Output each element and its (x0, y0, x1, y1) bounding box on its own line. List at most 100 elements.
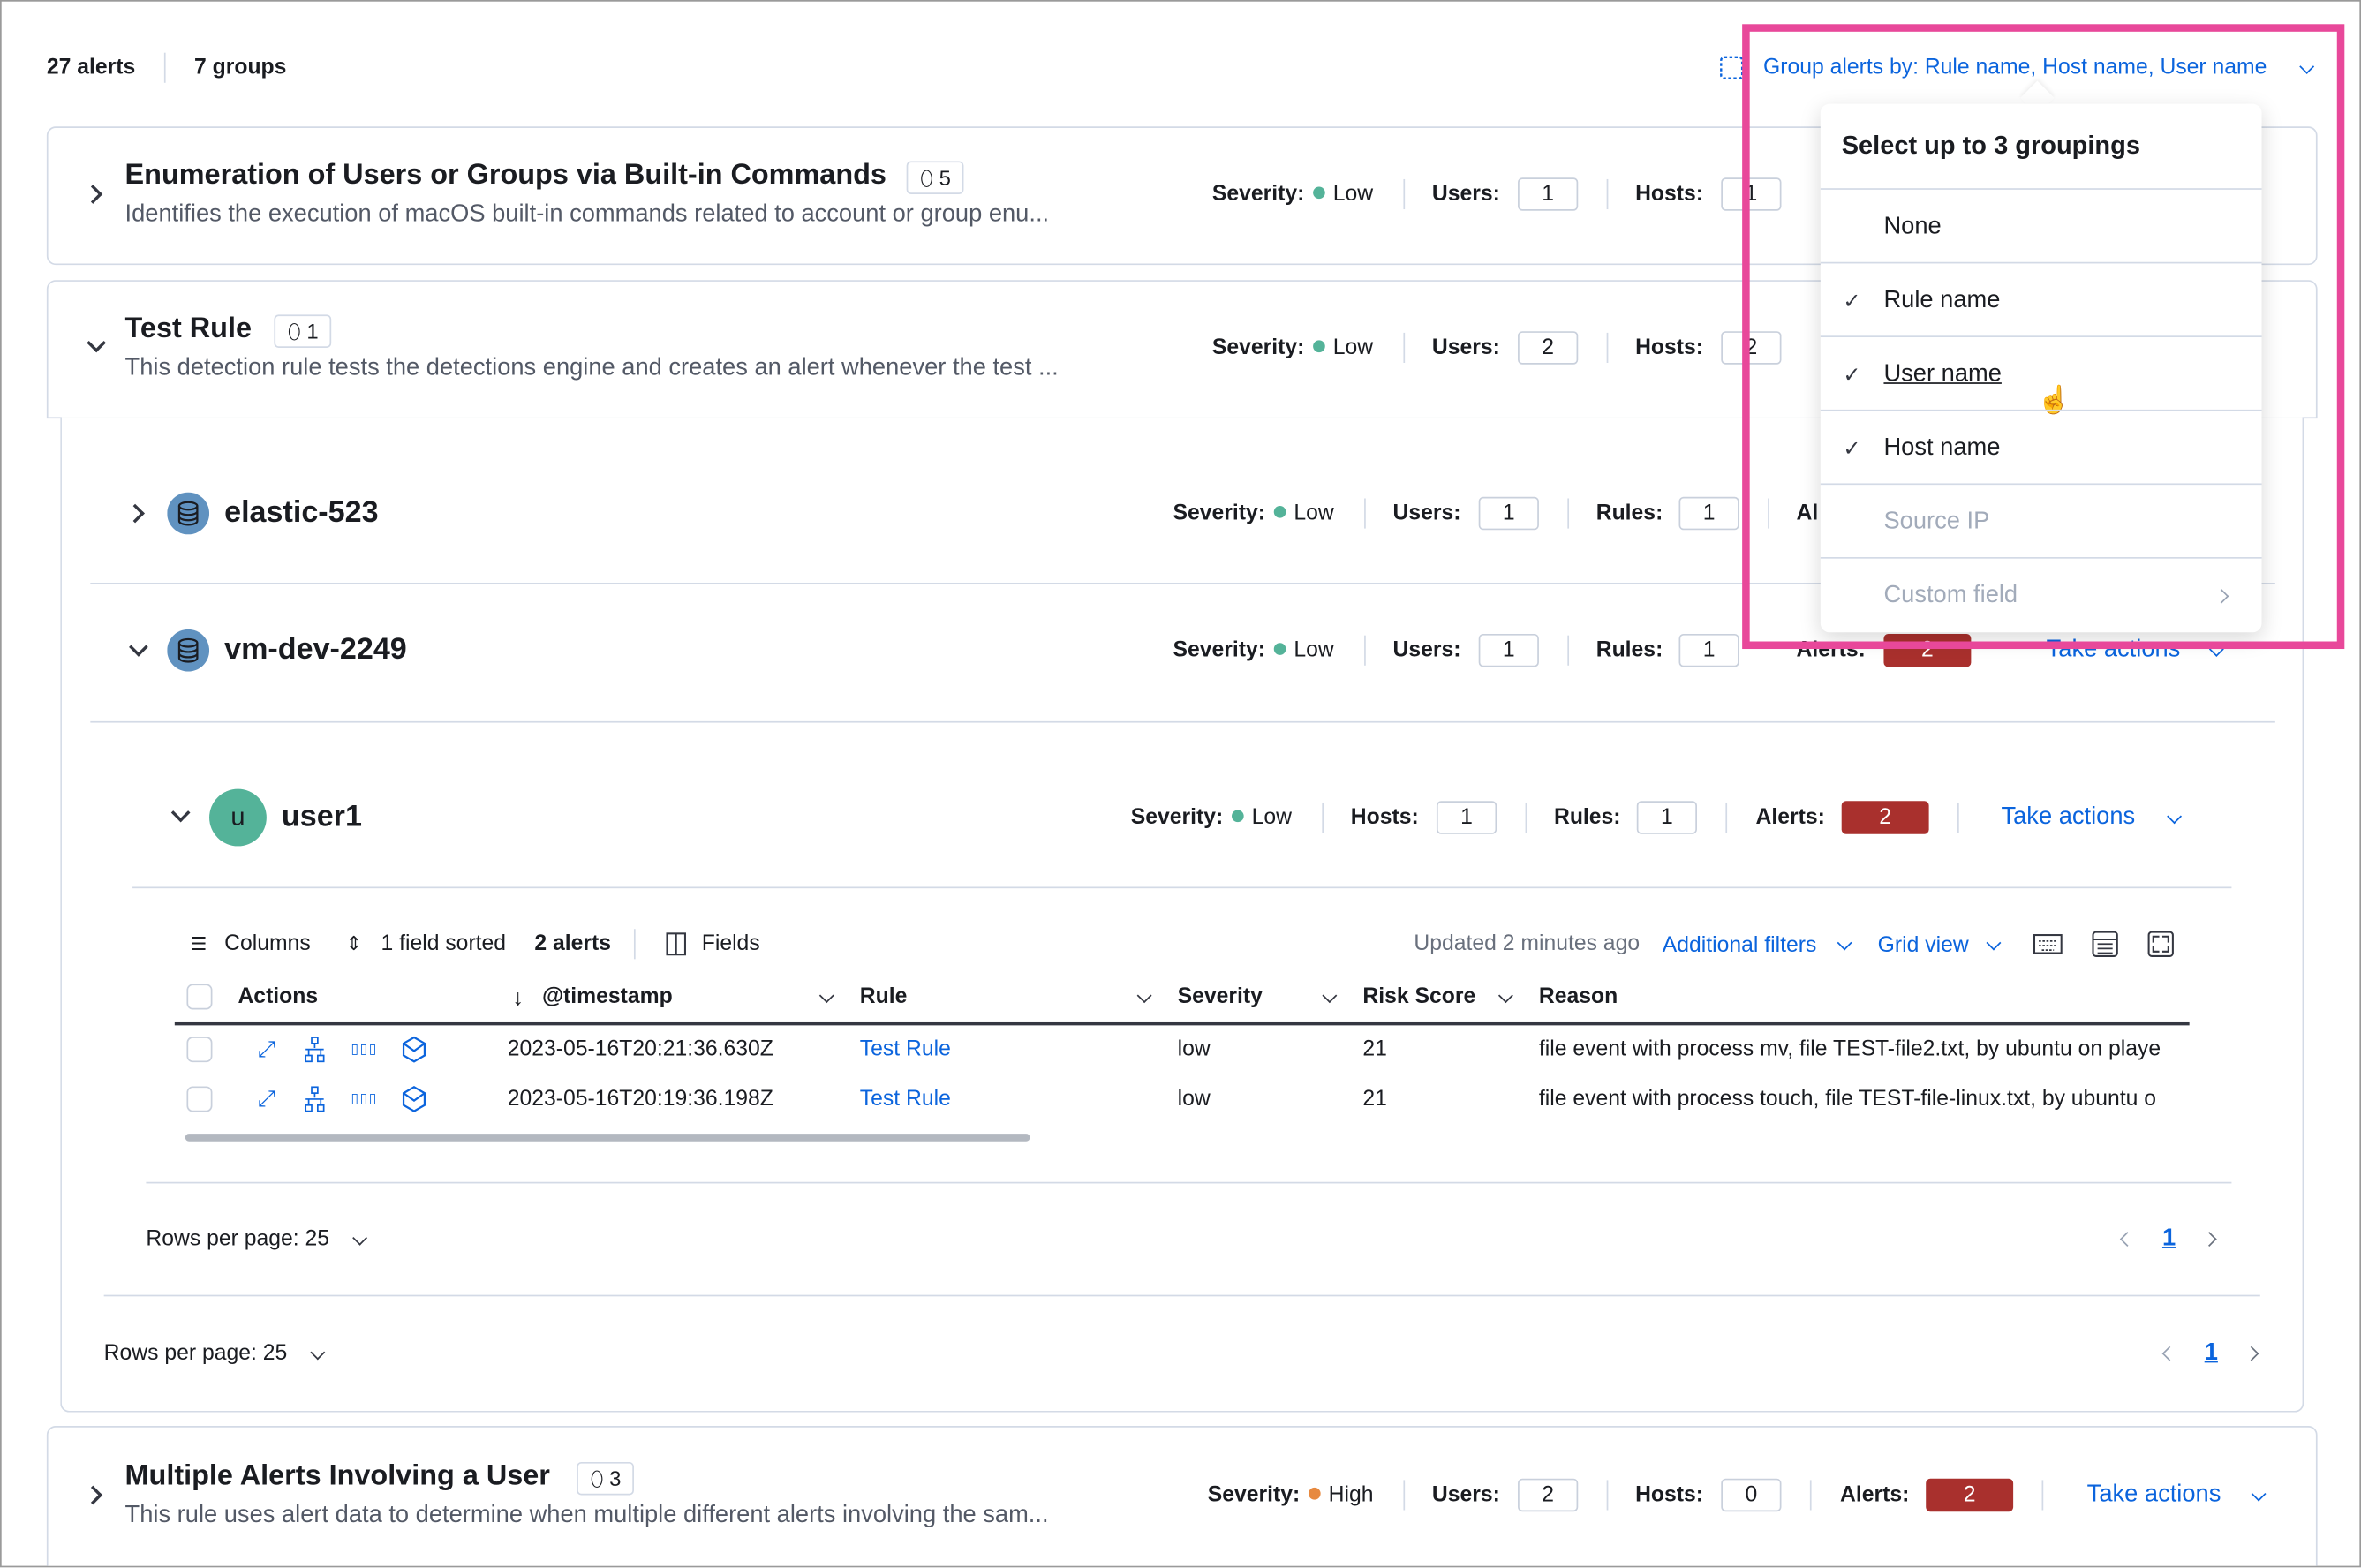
divider (163, 52, 166, 83)
option-label: Rule name (1883, 287, 2001, 313)
analyze-event-icon[interactable] (303, 1036, 327, 1063)
option-source-ip: Source IP (1820, 483, 2262, 558)
rules-label: Rules: (1595, 638, 1663, 663)
users-count: 1 (1518, 177, 1579, 211)
option-label: Custom field (1883, 582, 2018, 608)
users-count: 1 (1478, 496, 1539, 531)
page-1-button[interactable]: 1 (2161, 1225, 2176, 1252)
users-label: Users: (1392, 638, 1461, 663)
cell-reason: file event with process touch, file TEST… (1538, 1087, 2157, 1112)
alerts-count-badge: 2 (1883, 633, 1972, 667)
option-host-name[interactable]: ✓ Host name (1820, 409, 2262, 485)
hosts-label: Hosts: (1350, 805, 1419, 830)
alerts-count-badge: 2 (1926, 1478, 2014, 1512)
cell-reason: file event with process mv, file TEST-fi… (1538, 1037, 2161, 1062)
severity-dot (1313, 186, 1326, 200)
severity-stat: Severity: Low (1130, 805, 1293, 830)
users-count: 2 (1518, 1478, 1579, 1512)
users-label: Users: (1431, 182, 1500, 207)
column-header-severity[interactable]: Severity (1177, 984, 1263, 1009)
analyze-event-icon[interactable] (303, 1086, 327, 1113)
user-avatar: u (209, 788, 267, 847)
option-label: None (1883, 214, 1942, 240)
option-none[interactable]: None (1820, 188, 2262, 263)
group-title: Enumeration of Users or Groups via Built… (124, 159, 886, 192)
check-icon: ✓ (1843, 288, 1861, 313)
fullscreen-icon[interactable] (2147, 931, 2175, 958)
updated-label: Updated 2 minutes ago (1414, 931, 1641, 956)
group-description: This rule uses alert data to determine w… (124, 1502, 1049, 1528)
users-count: 1 (1478, 633, 1539, 667)
column-header-rule[interactable]: Rule (859, 984, 908, 1009)
users-label: Users: (1392, 501, 1461, 526)
column-header-timestamp[interactable]: @timestamp (541, 984, 673, 1009)
cell-rule-link[interactable]: Test Rule (859, 1087, 951, 1112)
cell-timestamp: 2023-05-16T20:19:36.198Z (507, 1087, 773, 1112)
session-view-icon[interactable] (402, 1086, 426, 1113)
group-title: Multiple Alerts Involving a User (124, 1460, 550, 1493)
take-actions-button[interactable]: Take actions (2046, 637, 2181, 663)
option-label: Source IP (1883, 509, 1990, 535)
keyboard-icon[interactable] (2033, 933, 2063, 954)
group-by-button[interactable]: Group alerts by: Rule name, Host name, U… (1763, 56, 2267, 80)
tag-count-badge: ⬯ 1 (274, 314, 333, 348)
hosts-label: Hosts: (1635, 335, 1704, 360)
take-actions-button[interactable]: Take actions (2086, 1481, 2221, 1508)
grid-view-button[interactable]: Grid view (1877, 933, 1969, 958)
sort-descending-icon: ↓ (512, 985, 524, 1012)
columns-button[interactable]: Columns (224, 931, 311, 956)
column-header-risk-score[interactable]: Risk Score (1362, 984, 1476, 1009)
cell-severity: low (1177, 1087, 1211, 1112)
row-checkbox[interactable] (186, 1037, 213, 1063)
expand-event-icon[interactable]: ⤢ (257, 1037, 276, 1063)
subgroup-name: vm-dev-2249 (224, 633, 407, 667)
row-checkbox[interactable] (186, 1086, 213, 1112)
more-actions-icon[interactable]: ▯▯▯ (351, 1090, 378, 1106)
check-icon: ✓ (1843, 362, 1861, 387)
alerts-label: Al (1796, 501, 1819, 526)
rules-count: 1 (1636, 801, 1697, 834)
dropdown-title: Select up to 3 groupings (1841, 131, 2140, 160)
cell-rule-link[interactable]: Test Rule (859, 1037, 951, 1062)
severity-stat: Severity: High (1207, 1482, 1374, 1508)
option-user-name[interactable]: ✓ User name ☝ (1820, 335, 2262, 415)
select-all-checkbox[interactable] (186, 984, 213, 1010)
rows-per-page-select[interactable]: Rows per page: 25 (103, 1341, 288, 1366)
display-density-icon[interactable] (2092, 931, 2119, 958)
session-view-icon[interactable] (402, 1036, 426, 1063)
users-label: Users: (1431, 1482, 1500, 1508)
option-label: User name (1883, 361, 2002, 388)
additional-filters-button[interactable]: Additional filters (1662, 933, 1817, 958)
tag-icon: ⬯ (287, 319, 301, 343)
take-actions-button[interactable]: Take actions (2001, 803, 2136, 830)
alerts-count-badge: 2 (1841, 801, 1929, 834)
more-actions-icon[interactable]: ▯▯▯ (351, 1041, 378, 1057)
group-description: This detection rule tests the detections… (124, 355, 1059, 381)
column-header-actions: Actions (238, 984, 319, 1009)
page-1-button[interactable]: 1 (2204, 1339, 2218, 1366)
header-divider (174, 1021, 2190, 1026)
tag-count-badge: ⬯ 5 (906, 161, 965, 194)
column-header-reason[interactable]: Reason (1538, 984, 1618, 1009)
sort-button[interactable]: 1 field sorted (381, 931, 507, 956)
severity-stat: Severity: Low (1211, 335, 1374, 360)
option-label: Host name (1883, 434, 2001, 461)
users-label: Users: (1431, 335, 1500, 360)
expand-event-icon[interactable]: ⤢ (257, 1086, 276, 1112)
alerts-count: 27 alerts (46, 56, 136, 80)
option-rule-name[interactable]: ✓ Rule name (1820, 261, 2262, 337)
alerts-label: Alerts: (1755, 805, 1825, 830)
alerts-count-label: 2 alerts (534, 931, 612, 956)
hosts-count: 0 (1721, 1478, 1782, 1512)
hosts-count: 1 (1436, 801, 1497, 834)
columns-icon: ☰ (190, 933, 207, 955)
horizontal-scrollbar[interactable] (185, 1134, 1030, 1142)
fields-button[interactable]: Fields (701, 931, 760, 956)
group-title: Test Rule (124, 313, 252, 345)
tag-icon: ⬯ (919, 165, 934, 190)
hosts-label: Hosts: (1635, 182, 1704, 207)
tag-count: 5 (939, 165, 951, 190)
option-custom-field: Custom field (1820, 556, 2262, 632)
rows-per-page-select[interactable]: Rows per page: 25 (146, 1226, 330, 1252)
